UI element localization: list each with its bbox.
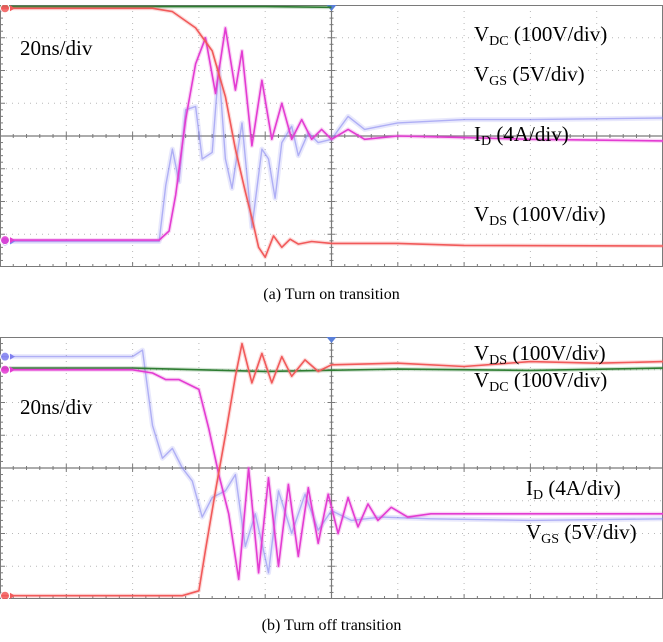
channel-marker-vds-icon — [0, 5, 10, 14]
trace-id — [0, 369, 663, 581]
scope-screen-turn-on — [0, 5, 663, 267]
trace-id — [0, 27, 663, 241]
label-id: ID (4A/div) — [474, 122, 569, 149]
channel-marker-vgs-icon — [0, 351, 10, 362]
channel-marker-vds-icon — [0, 590, 10, 599]
channel-arrow-id-icon — [10, 237, 15, 244]
channel-marker-id-icon — [0, 364, 10, 375]
scope-plot-turn-on: 20ns/div VDC (100V/div) VGS (5V/div) ID … — [0, 5, 663, 267]
trace-vdc — [0, 367, 663, 373]
timebase-label: 20ns/div — [20, 36, 93, 60]
channel-arrow-vds-icon — [10, 592, 15, 599]
label-vds: VDS (100V/div) — [474, 341, 606, 368]
label-vgs: VGS (5V/div) — [474, 62, 585, 89]
caption-turn-off: (b) Turn off transition — [261, 617, 402, 634]
channel-marker-id-icon — [0, 235, 10, 246]
label-vgs: VGS (5V/div) — [526, 520, 637, 547]
caption-turn-on: (a) Turn on transition — [263, 286, 400, 303]
trace-vgs — [0, 349, 663, 574]
label-vdc: VDC (100V/div) — [474, 22, 608, 49]
timebase-label: 20ns/div — [20, 395, 93, 419]
trace-vdc — [0, 5, 332, 9]
scope-plot-turn-off: VDS (100V/div) VDC (100V/div) 20ns/div I… — [0, 337, 663, 599]
channel-arrow-vgs-icon — [10, 353, 15, 360]
trace-vds — [0, 7, 663, 258]
label-vds: VDS (100V/div) — [474, 202, 606, 229]
scope-screen-turn-off — [0, 337, 663, 599]
label-id: ID (4A/div) — [526, 476, 621, 503]
channel-arrow-vds-icon — [10, 5, 15, 12]
trace-vds — [0, 342, 663, 597]
label-vdc: VDC (100V/div) — [474, 368, 608, 395]
trigger-marker-icon — [326, 337, 337, 343]
channel-arrow-id-icon — [10, 366, 15, 373]
